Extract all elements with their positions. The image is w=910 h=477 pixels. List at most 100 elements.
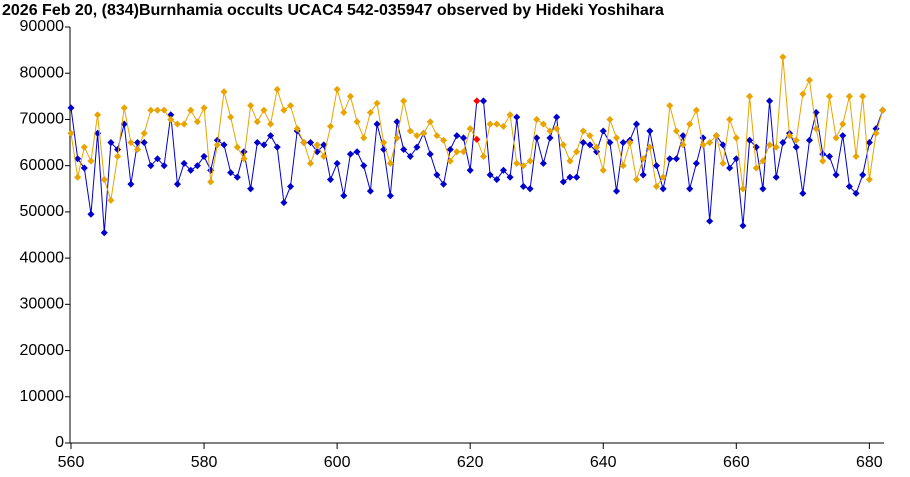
data-point xyxy=(193,118,201,126)
data-point xyxy=(639,171,647,179)
data-point xyxy=(220,141,228,149)
data-point xyxy=(566,173,574,181)
data-point xyxy=(87,157,95,165)
data-point xyxy=(440,180,448,188)
data-point xyxy=(739,222,747,230)
data-point xyxy=(67,129,75,137)
data-point xyxy=(779,139,787,147)
data-point xyxy=(340,192,348,200)
data-point xyxy=(632,175,641,184)
data-point xyxy=(539,159,547,167)
data-point xyxy=(766,141,774,149)
data-point xyxy=(672,127,680,135)
data-point xyxy=(200,152,208,160)
data-point xyxy=(825,92,833,100)
data-point xyxy=(579,139,587,147)
highlight-point xyxy=(473,97,481,105)
data-point xyxy=(519,182,527,191)
x-tick-label: 580 xyxy=(191,454,218,471)
data-point xyxy=(686,185,694,193)
data-point xyxy=(772,173,780,181)
data-point xyxy=(772,143,780,151)
data-point xyxy=(779,53,787,61)
data-point xyxy=(686,120,694,128)
data-point xyxy=(333,159,341,167)
data-point xyxy=(792,143,800,151)
data-point xyxy=(153,106,162,114)
data-point xyxy=(267,132,275,140)
y-tick-label: 20000 xyxy=(20,342,65,359)
data-point xyxy=(360,134,368,142)
data-point xyxy=(759,157,767,165)
data-point xyxy=(805,76,814,84)
data-point xyxy=(260,141,268,149)
data-point xyxy=(87,210,95,218)
data-point xyxy=(499,166,507,174)
data-point xyxy=(373,99,381,107)
data-point xyxy=(533,134,541,142)
data-point xyxy=(832,171,840,179)
data-point xyxy=(666,155,674,163)
data-point xyxy=(373,120,381,128)
data-point xyxy=(759,185,767,193)
data-point xyxy=(859,92,867,100)
data-point xyxy=(453,132,461,140)
data-point xyxy=(233,143,241,151)
data-point xyxy=(652,162,661,170)
data-point xyxy=(353,148,361,156)
data-point xyxy=(94,111,102,119)
data-point xyxy=(692,159,700,167)
data-point xyxy=(360,162,368,170)
data-point xyxy=(819,157,827,165)
data-point xyxy=(599,127,607,135)
data-point xyxy=(247,185,255,193)
data-point xyxy=(865,139,873,147)
data-point xyxy=(845,92,853,100)
data-point xyxy=(459,134,468,142)
data-point xyxy=(180,159,188,167)
data-point xyxy=(413,143,421,151)
data-point xyxy=(805,136,814,144)
data-point xyxy=(353,118,361,126)
data-point xyxy=(400,145,408,154)
data-point xyxy=(712,132,720,140)
data-point xyxy=(606,139,614,147)
data-point xyxy=(546,127,554,135)
data-point xyxy=(466,166,474,174)
data-point xyxy=(506,111,514,119)
data-point xyxy=(400,97,408,105)
data-point xyxy=(133,145,142,154)
data-point xyxy=(393,134,401,142)
data-point xyxy=(200,104,208,112)
data-point xyxy=(646,143,654,151)
data-point xyxy=(346,150,354,158)
data-point xyxy=(506,173,514,181)
data-point xyxy=(593,143,601,151)
y-tick-label: 80000 xyxy=(20,64,65,81)
data-point xyxy=(340,108,348,117)
data-point xyxy=(879,106,887,114)
data-point xyxy=(726,164,734,172)
data-point xyxy=(559,141,567,149)
data-point xyxy=(386,192,394,200)
chart-title: 2026 Feb 20, (834)Burnhamia occults UCAC… xyxy=(2,2,664,19)
data-point xyxy=(380,139,388,147)
data-point xyxy=(127,180,135,188)
data-point xyxy=(872,129,880,137)
data-point xyxy=(639,155,647,163)
data-point xyxy=(326,175,335,184)
data-point xyxy=(479,97,488,105)
y-tick-label: 60000 xyxy=(20,157,65,174)
data-point xyxy=(493,120,501,128)
y-tick-label: 40000 xyxy=(20,249,65,266)
data-point xyxy=(599,166,607,174)
data-point xyxy=(619,139,627,147)
data-point xyxy=(486,120,494,128)
data-point xyxy=(120,104,128,112)
y-tick-label: 10000 xyxy=(20,388,65,405)
data-point xyxy=(526,157,534,165)
data-point xyxy=(80,143,88,151)
highlight-point xyxy=(473,135,481,143)
data-point xyxy=(173,180,181,188)
data-point xyxy=(746,136,754,144)
